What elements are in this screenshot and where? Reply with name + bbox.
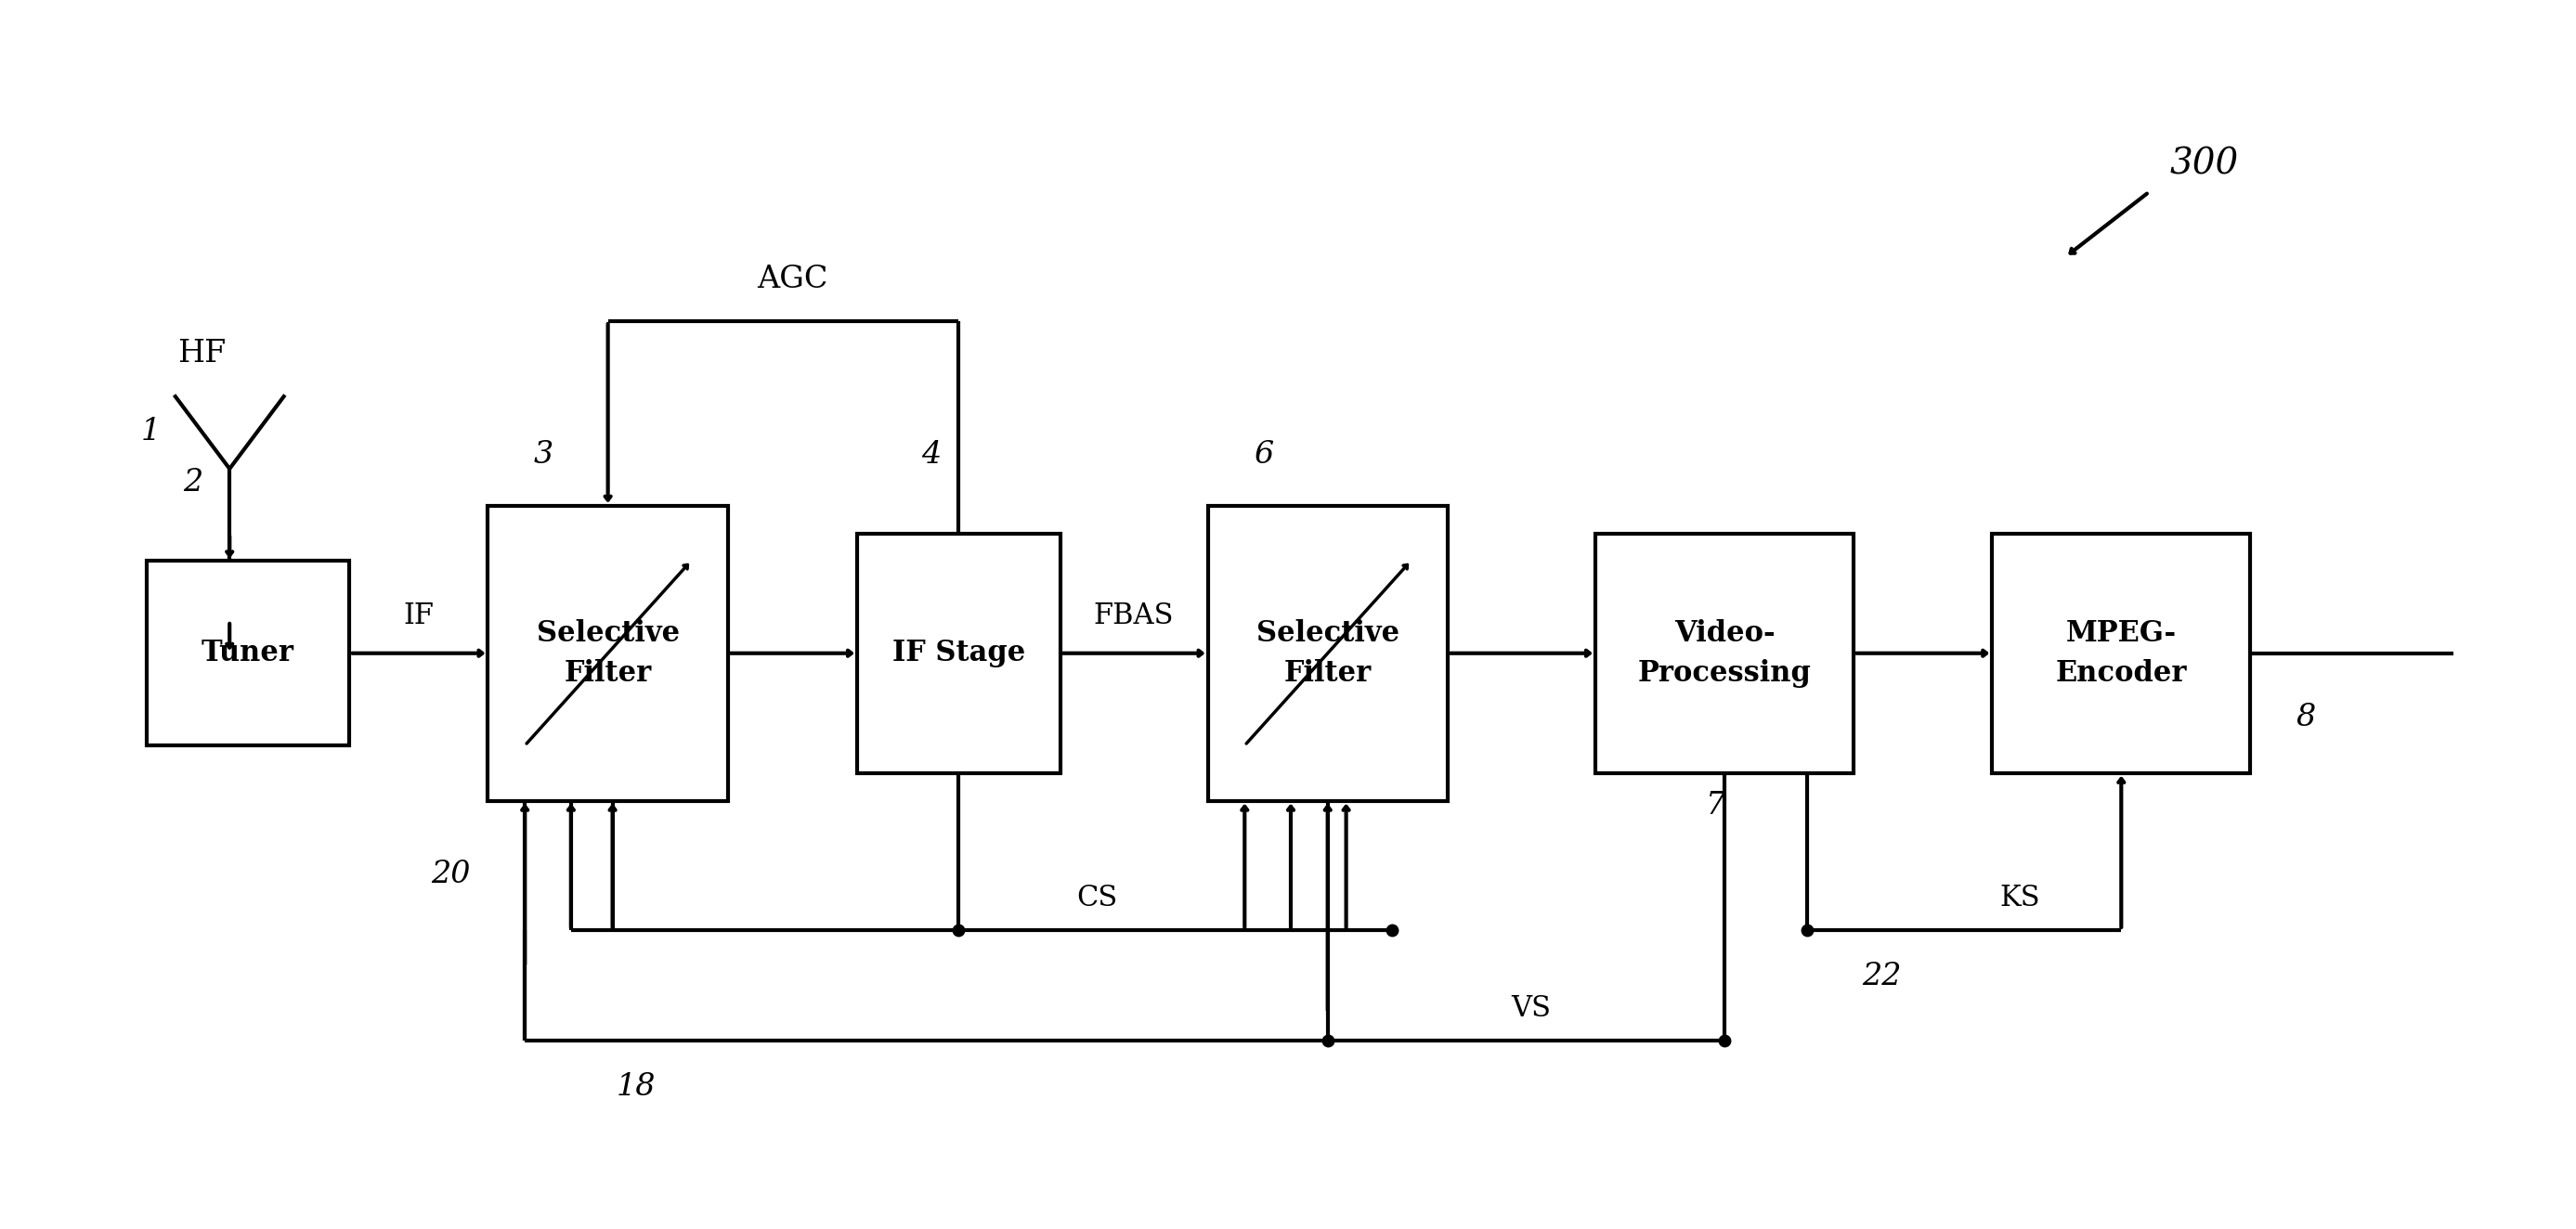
- Text: IF Stage: IF Stage: [891, 639, 1025, 667]
- Bar: [1208, 505, 1448, 801]
- Text: KS: KS: [1999, 884, 2040, 912]
- Text: Video-
Processing: Video- Processing: [1638, 619, 1811, 687]
- Text: 2: 2: [183, 468, 204, 498]
- Text: 3: 3: [533, 440, 554, 469]
- Bar: [487, 505, 729, 801]
- Text: CS: CS: [1077, 884, 1118, 912]
- Text: 20: 20: [430, 860, 471, 890]
- Text: 6: 6: [1252, 440, 1273, 469]
- Text: Tuner: Tuner: [201, 639, 294, 667]
- Text: 1: 1: [142, 417, 162, 446]
- Text: HF: HF: [178, 339, 227, 369]
- Bar: [147, 560, 350, 746]
- Text: Selective
Filter: Selective Filter: [536, 619, 680, 687]
- Text: 7: 7: [1705, 790, 1726, 820]
- Text: FBAS: FBAS: [1095, 602, 1175, 630]
- Bar: [1595, 533, 1855, 773]
- Text: IF: IF: [404, 602, 435, 630]
- Text: Selective
Filter: Selective Filter: [1257, 619, 1399, 687]
- Text: AGC: AGC: [757, 264, 827, 295]
- Text: 4: 4: [922, 440, 940, 469]
- Text: 22: 22: [1862, 961, 1901, 991]
- Text: MPEG-
Encoder: MPEG- Encoder: [2056, 619, 2187, 687]
- Text: VS: VS: [1510, 994, 1551, 1023]
- Text: 300: 300: [2169, 147, 2239, 182]
- Text: 18: 18: [616, 1072, 654, 1101]
- Text: 8: 8: [2295, 703, 2316, 732]
- Bar: [858, 533, 1061, 773]
- Bar: [1991, 533, 2251, 773]
